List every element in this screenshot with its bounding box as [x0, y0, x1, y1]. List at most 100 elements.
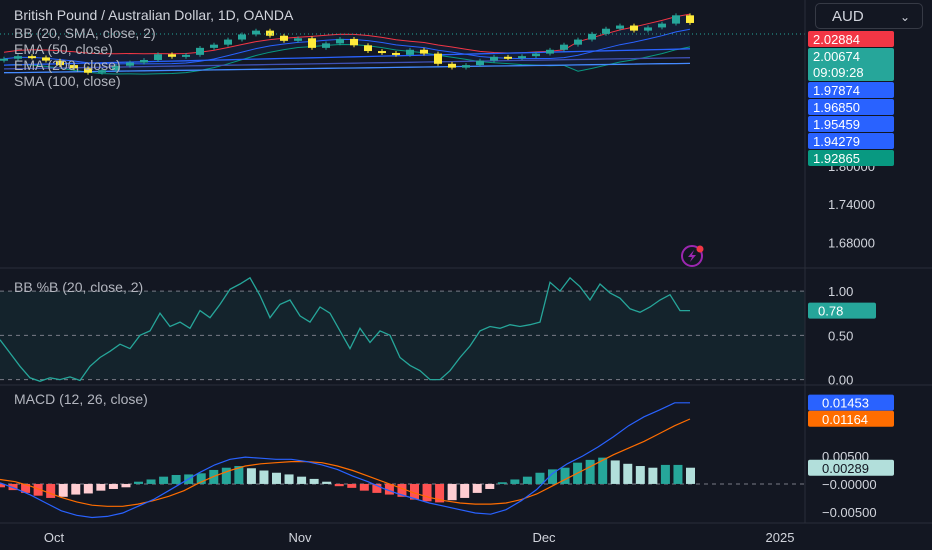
macd-histogram-bar — [0, 483, 5, 488]
chart-title: British Pound / Australian Dollar, 1D, O… — [14, 7, 294, 23]
indicator-label-ema200[interactable]: EMA (200, close) — [14, 57, 121, 73]
price-axis[interactable]: 1.800001.740001.680002.028842.0067409:09… — [0, 0, 932, 524]
macd-histogram-bar — [46, 483, 56, 498]
candle-body — [350, 38, 358, 46]
macd-histogram-bar — [497, 482, 507, 484]
pctb-tick-label: 0.00 — [828, 373, 853, 388]
pctb-tick-label: 1.00 — [828, 284, 853, 299]
candle-body — [98, 70, 106, 73]
candle — [252, 28, 260, 37]
currency-selector-button[interactable]: AUD ⌄ — [815, 3, 923, 29]
sma100-line — [3, 62, 691, 74]
macd-histogram-bar — [171, 474, 181, 484]
macd-badge-box — [808, 410, 894, 427]
price-badge-box — [808, 116, 894, 132]
indicator-label-sma100[interactable]: SMA (100, close) — [14, 73, 121, 89]
macd-badge-box — [808, 394, 894, 411]
candle — [28, 54, 36, 60]
price-countdown-label: 09:09:28 — [813, 65, 864, 80]
macd-histogram-bar — [359, 483, 369, 491]
macd-histogram-bar — [21, 483, 31, 493]
candle — [364, 43, 372, 53]
candle-body — [420, 49, 428, 54]
indicator-label-pctb[interactable]: BB %B (20, close, 2) — [14, 279, 143, 295]
candle — [560, 42, 568, 52]
candle — [476, 58, 484, 67]
indicator-label-macd[interactable]: MACD (12, 26, close) — [14, 391, 148, 407]
chevron-down-icon: ⌄ — [899, 10, 910, 24]
candle-body — [392, 52, 400, 55]
candle — [98, 68, 106, 75]
candle — [616, 23, 624, 31]
candle — [70, 63, 78, 71]
macd-histogram-bar — [585, 459, 595, 484]
macd-histogram-bar — [472, 483, 482, 493]
price-badge-box — [808, 133, 894, 149]
candle — [546, 47, 554, 56]
macd-histogram-bar — [548, 469, 557, 484]
macd-histogram-bar — [610, 460, 620, 484]
candle — [42, 55, 50, 63]
macd-histogram-bar — [347, 483, 357, 488]
candle — [602, 26, 610, 36]
candle-body — [364, 45, 372, 52]
candle-body — [546, 49, 554, 54]
macd-histogram-bar — [384, 483, 394, 495]
candle-body — [686, 15, 694, 23]
candle — [644, 25, 652, 33]
macd-histogram-bar — [648, 467, 658, 484]
price-badge-label: 1.94279 — [813, 134, 860, 149]
macd-tick-label: −0.00000 — [822, 477, 877, 492]
indicator-label-bb[interactable]: BB (20, SMA, close, 2) — [14, 25, 156, 41]
macd-histogram-bar — [522, 476, 532, 484]
price-badge-box — [808, 31, 894, 47]
macd-pane[interactable] — [0, 402, 805, 519]
price-badge-label: 1.92865 — [813, 151, 860, 166]
lightning-icon[interactable] — [681, 245, 704, 267]
price-badge: 1.94279 — [808, 133, 894, 149]
price-badge-box — [808, 82, 894, 98]
macd-badge-label: 0.01453 — [822, 396, 869, 411]
candle-body — [168, 54, 176, 57]
macd-histogram-bar — [334, 483, 344, 487]
candle-body — [14, 56, 22, 59]
macd-histogram-bar — [635, 466, 645, 484]
time-axis[interactable]: Oct Nov Dec 2025 — [44, 530, 795, 545]
price-pane[interactable] — [0, 13, 805, 75]
candle-body — [434, 53, 442, 64]
macd-histogram-bar — [83, 483, 93, 494]
candle-body — [252, 30, 260, 35]
candle — [658, 21, 666, 30]
candle-body — [616, 25, 624, 29]
candle-body — [238, 34, 246, 40]
candle-body — [574, 39, 582, 45]
macd-tick-label: −0.00500 — [822, 505, 877, 520]
price-badge: 1.92865 — [808, 150, 894, 166]
macd-histogram-bar — [372, 483, 382, 493]
price-badge-box — [808, 48, 894, 81]
bb-basis-line — [3, 28, 691, 65]
macd-histogram-bar — [246, 468, 256, 484]
candle-body — [56, 60, 64, 66]
candle — [448, 61, 456, 70]
pctb-pane[interactable] — [0, 276, 805, 382]
candle — [686, 13, 694, 25]
candle — [378, 49, 386, 55]
candle-body — [644, 27, 652, 31]
candle-body — [70, 65, 78, 69]
candle-body — [462, 65, 470, 68]
candle — [350, 37, 358, 48]
candle — [574, 37, 582, 47]
price-tick-label: 1.74000 — [828, 197, 875, 212]
candle-body — [518, 56, 526, 59]
indicator-label-ema50[interactable]: EMA (50, close) — [14, 41, 113, 57]
candle — [308, 36, 316, 50]
candle-body — [28, 56, 36, 59]
macd-line — [0, 402, 690, 519]
candle — [84, 66, 92, 75]
macd-histogram-bar — [535, 472, 545, 484]
price-tick-label: 1.68000 — [828, 235, 875, 250]
candle-body — [588, 33, 596, 40]
candle — [392, 51, 400, 57]
